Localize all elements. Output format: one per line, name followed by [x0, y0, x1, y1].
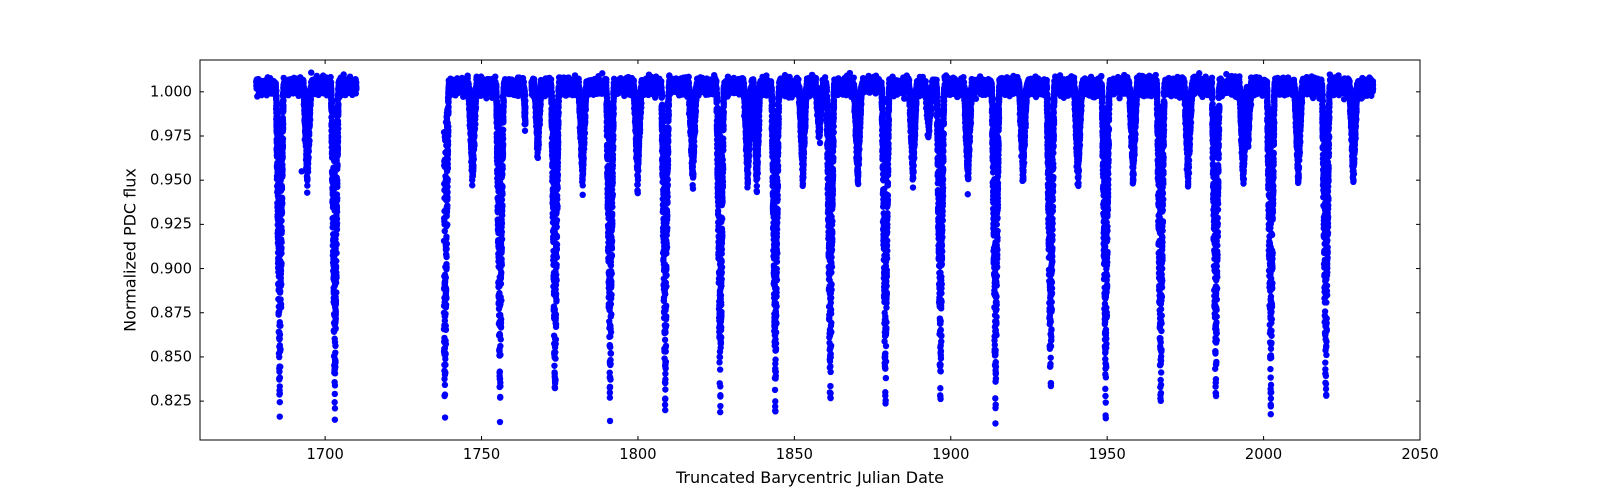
x-tick-label: 1700 — [306, 446, 343, 463]
x-tick-label: 2000 — [1245, 446, 1282, 463]
y-tick-label: 0.825 — [150, 393, 192, 410]
x-axis-label: Truncated Barycentric Julian Date — [676, 468, 944, 487]
x-tick-label: 1800 — [619, 446, 656, 463]
y-tick-label: 0.875 — [150, 304, 192, 321]
y-tick-label: 0.900 — [150, 260, 192, 277]
x-tick-label: 1900 — [932, 446, 969, 463]
light-curve-plot — [0, 0, 1600, 500]
x-tick-label: 1750 — [463, 446, 500, 463]
y-tick-label: 0.975 — [150, 128, 192, 145]
y-tick-label: 0.925 — [150, 216, 192, 233]
x-tick-label: 1850 — [776, 446, 813, 463]
y-tick-label: 0.950 — [150, 172, 192, 189]
y-tick-label: 0.850 — [150, 348, 192, 365]
x-tick-label: 2050 — [1401, 446, 1438, 463]
figure: Truncated Barycentric Julian Date Normal… — [0, 0, 1600, 500]
y-tick-label: 1.000 — [150, 83, 192, 100]
x-tick-label: 1950 — [1089, 446, 1126, 463]
y-axis-label: Normalized PDC flux — [121, 168, 140, 332]
